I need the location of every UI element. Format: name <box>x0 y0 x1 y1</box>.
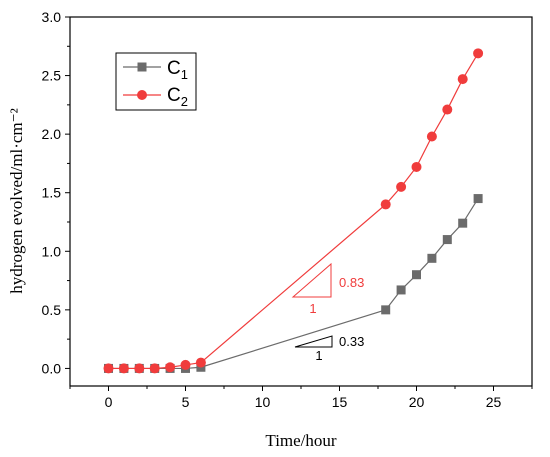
slope-annotation-c1: 0.33 1 <box>294 334 364 363</box>
y-tick-label: 1.0 <box>42 243 62 259</box>
y-axis-title: hydrogen evolved/ml·cm⁻² <box>7 108 26 293</box>
legend-c1-marker <box>137 62 147 72</box>
series-layer <box>103 48 484 374</box>
x-axis-ticks: 0 5 10 15 20 25 <box>69 386 533 410</box>
x-tick-label: 20 <box>409 394 425 410</box>
data-point-c2 <box>411 161 422 172</box>
data-point-c1 <box>396 285 406 295</box>
x-tick-label: 10 <box>255 394 271 410</box>
slope-c1-run-label: 1 <box>315 348 322 363</box>
data-point-c2 <box>426 131 437 142</box>
data-point-c2 <box>195 357 206 368</box>
x-tick-label: 15 <box>332 394 348 410</box>
data-point-c2 <box>396 181 407 192</box>
legend-box <box>115 52 197 111</box>
x-tick-label: 5 <box>182 394 190 410</box>
y-tick-label: 2.0 <box>42 126 62 142</box>
data-point-c1 <box>442 235 452 245</box>
legend-c2-marker <box>137 90 147 100</box>
data-point-c1 <box>473 194 483 204</box>
data-point-c2 <box>180 359 191 370</box>
y-tick-label: 0.5 <box>42 302 62 318</box>
data-point-c1 <box>458 218 468 228</box>
y-tick-label: 3.0 <box>42 9 62 25</box>
legend: C1 C2 <box>115 52 197 111</box>
data-point-c2 <box>134 363 145 374</box>
y-tick-label: 0.0 <box>42 360 62 376</box>
series-c2 <box>103 48 484 374</box>
slope-c2-rise-label: 0.83 <box>339 275 364 290</box>
data-point-c1 <box>412 270 421 280</box>
data-point-c2 <box>118 363 129 374</box>
legend-c2-label: C2 <box>167 85 188 109</box>
y-tick-label: 1.5 <box>42 185 62 201</box>
data-point-c1 <box>381 305 391 315</box>
data-point-c2 <box>165 362 176 373</box>
slope-triangle-c2 <box>291 262 332 298</box>
slope-triangle-c1 <box>294 335 333 348</box>
data-point-c2 <box>457 74 468 85</box>
data-point-c1 <box>427 253 437 263</box>
data-point-c2 <box>442 104 453 115</box>
data-point-c2 <box>149 363 160 374</box>
x-axis-title: Time/hour <box>265 431 337 450</box>
data-point-c2 <box>380 199 391 210</box>
y-tick-label: 2.5 <box>42 68 62 84</box>
x-tick-label: 0 <box>105 394 113 410</box>
slope-annotation-c2: 0.83 1 <box>291 262 364 316</box>
slope-c2-run-label: 1 <box>309 301 316 316</box>
data-point-c2 <box>473 48 484 59</box>
data-point-c2 <box>103 363 114 374</box>
y-axis-ticks: 0.0 0.5 1.0 1.5 2.0 2.5 3.0 <box>42 9 70 376</box>
x-tick-label: 25 <box>486 394 502 410</box>
legend-c1-label: C1 <box>167 58 188 82</box>
slope-c1-rise-label: 0.33 <box>339 334 364 349</box>
